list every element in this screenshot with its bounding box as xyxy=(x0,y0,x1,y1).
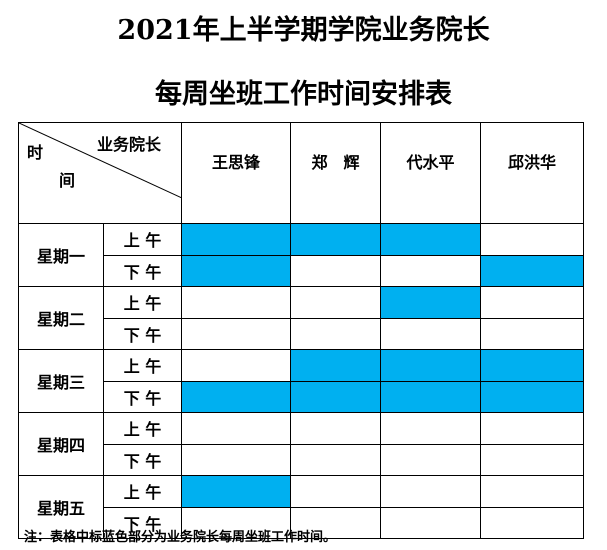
period-label: 下 午 xyxy=(103,380,182,413)
empty-cell xyxy=(480,286,584,319)
diagonal-line xyxy=(19,123,182,198)
period-label: 上 午 xyxy=(103,475,182,508)
table-row: 下 午 xyxy=(19,317,584,350)
empty-cell xyxy=(380,475,481,508)
empty-cell xyxy=(380,443,481,476)
table-row: 星期二上 午 xyxy=(18,286,584,350)
schedule-table: 业务院长 时 间 王思锋 郑 辉 代水平 邱洪华 星期一上 午下 午星期二上 午… xyxy=(18,122,584,539)
table-row: 下 午 xyxy=(19,380,584,413)
table-row: 星期三上 午 xyxy=(18,349,584,413)
corner-label-left-1: 时 xyxy=(27,143,44,162)
empty-cell xyxy=(290,254,381,287)
empty-cell xyxy=(480,506,584,539)
empty-cell xyxy=(380,317,481,350)
empty-cell xyxy=(181,317,291,350)
scheduled-cell xyxy=(380,223,481,256)
period-label: 上 午 xyxy=(103,349,182,382)
scheduled-cell xyxy=(181,380,291,413)
scheduled-cell xyxy=(380,380,481,413)
scheduled-cell xyxy=(181,223,291,256)
empty-cell xyxy=(290,475,381,508)
empty-cell xyxy=(290,317,381,350)
leader-header: 邱洪华 xyxy=(480,122,584,224)
empty-cell xyxy=(181,286,291,319)
scheduled-cell xyxy=(290,380,381,413)
leader-header: 代水平 xyxy=(380,122,481,224)
scheduled-cell xyxy=(380,349,481,382)
empty-cell xyxy=(480,443,584,476)
corner-label-top: 业务院长 xyxy=(97,135,162,154)
scheduled-cell xyxy=(290,349,381,382)
scheduled-cell xyxy=(181,475,291,508)
period-label: 上 午 xyxy=(103,223,182,256)
period-label: 上 午 xyxy=(103,286,182,319)
empty-cell xyxy=(181,349,291,382)
empty-cell xyxy=(480,475,584,508)
period-label: 下 午 xyxy=(103,506,182,539)
table-row: 下 午 xyxy=(19,443,584,476)
table-row: 星期五上 午 xyxy=(18,475,584,539)
empty-cell xyxy=(290,412,381,445)
empty-cell xyxy=(480,412,584,445)
corner-label-left-2: 间 xyxy=(59,171,76,190)
empty-cell xyxy=(480,317,584,350)
empty-cell xyxy=(290,506,381,539)
empty-cell xyxy=(480,223,584,256)
title-line-1: 2021年上半学期学院业务院长 xyxy=(117,15,490,46)
period-label: 下 午 xyxy=(103,443,182,476)
table-row: 星期四上 午 xyxy=(18,412,584,476)
table-row: 下 午 xyxy=(19,506,584,539)
empty-cell xyxy=(380,254,481,287)
empty-cell xyxy=(380,412,481,445)
table-row: 下 午 xyxy=(19,254,584,287)
scheduled-cell xyxy=(181,254,291,287)
leader-header: 郑 辉 xyxy=(290,122,381,224)
scheduled-cell xyxy=(480,380,584,413)
title-line-2: 每周坐班工作时间安排表 xyxy=(155,79,452,110)
day-label: 星期二 xyxy=(18,286,104,350)
day-label: 星期一 xyxy=(18,223,104,287)
day-label: 星期三 xyxy=(18,349,104,413)
scheduled-cell xyxy=(480,349,584,382)
empty-cell xyxy=(181,443,291,476)
footnote: 注：表格中标蓝色部分为业务院长每周坐班工作时间。 xyxy=(24,530,337,545)
empty-cell xyxy=(290,286,381,319)
period-label: 下 午 xyxy=(103,317,182,350)
scheduled-cell xyxy=(480,254,584,287)
period-label: 下 午 xyxy=(103,254,182,287)
table-row: 星期一上 午 xyxy=(18,223,584,287)
scheduled-cell xyxy=(290,223,381,256)
scheduled-cell xyxy=(380,286,481,319)
empty-cell xyxy=(290,443,381,476)
leader-header: 王思锋 xyxy=(181,122,291,224)
period-label: 上 午 xyxy=(103,412,182,445)
day-label: 星期五 xyxy=(18,475,104,539)
header-corner-cell: 业务院长 时 间 xyxy=(18,122,182,224)
empty-cell xyxy=(380,506,481,539)
empty-cell xyxy=(181,412,291,445)
day-label: 星期四 xyxy=(18,412,104,476)
